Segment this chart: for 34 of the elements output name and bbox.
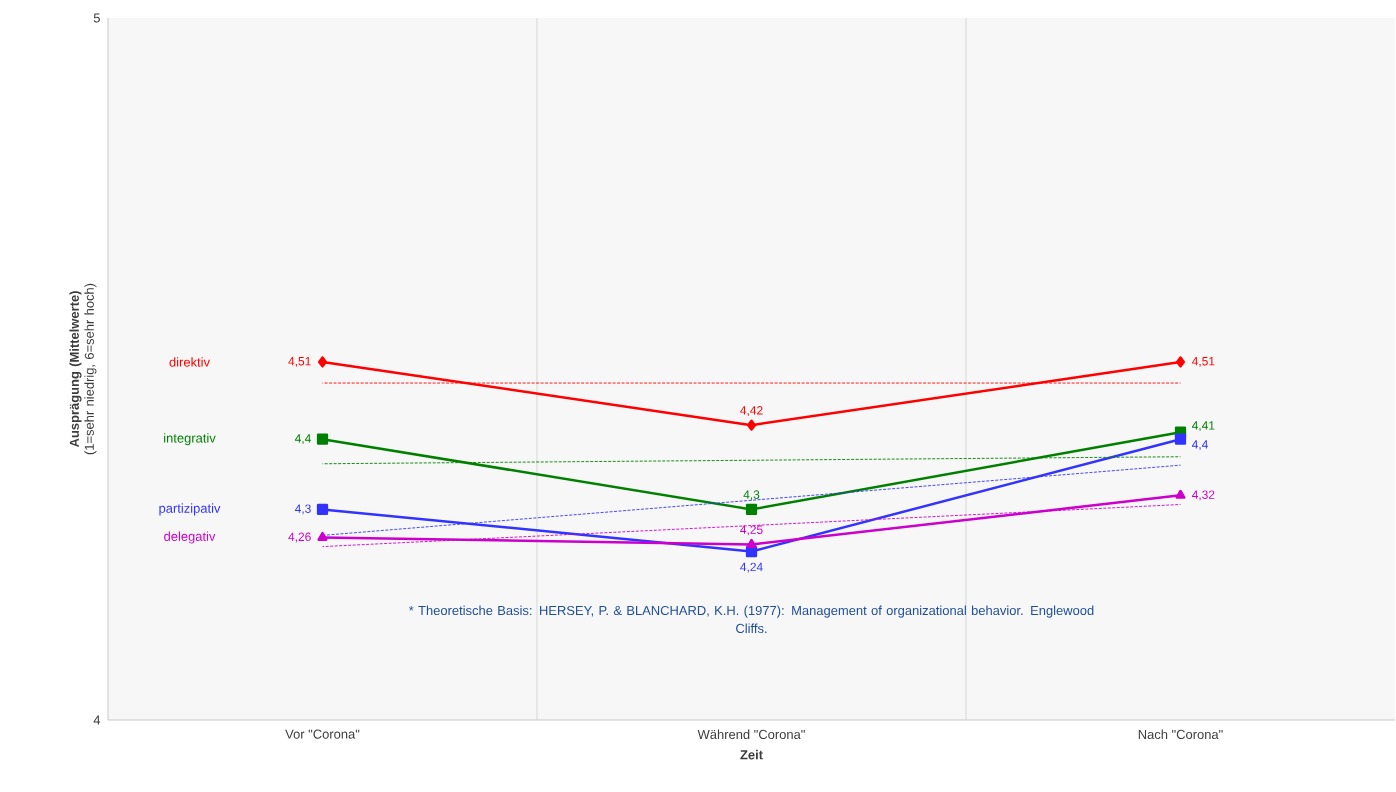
- point: [317, 531, 328, 541]
- data-label: 4,4: [294, 434, 311, 445]
- data-label: 4,26: [288, 532, 311, 543]
- data-label: 4,4: [1191, 440, 1208, 451]
- annotation: * Theoretische Basis: HERSEY, P. & BLANCHARD, K.H. (1977): Management of organizational behavior. Englewood Cliffs.: [408, 605, 1094, 634]
- point: [1175, 356, 1186, 368]
- point: [745, 503, 758, 516]
- text: direktiv: [169, 357, 210, 367]
- point: [316, 503, 329, 516]
- text: partizipativ: [159, 503, 221, 516]
- data-label: 4,25: [740, 525, 763, 536]
- point: [317, 356, 328, 368]
- point: [746, 538, 757, 548]
- data-label: 4,32: [1191, 490, 1215, 501]
- y-tick-label: 4: [93, 715, 101, 725]
- x-tick-label: Nach "Corona": [1138, 729, 1223, 740]
- data-label: 4,41: [1191, 421, 1215, 432]
- text: integrativ: [164, 433, 216, 446]
- data-label: 4,24: [740, 562, 763, 573]
- x-axis-title: Zeit: [740, 749, 763, 760]
- data-label: 4,42: [740, 406, 763, 416]
- x-tick-label: Vor "Corona": [285, 729, 360, 739]
- data-label: 4,3: [743, 490, 760, 501]
- data-label: 4,51: [288, 357, 311, 367]
- y-axis-title: Ausprägung (Mittelwerte) (1=sehr niedrig, 6=sehr hoch): [69, 283, 97, 455]
- point: [1174, 433, 1187, 445]
- point: [1175, 489, 1186, 499]
- data-label: 4,3: [294, 504, 311, 515]
- data-label: 4,51: [1191, 357, 1215, 367]
- text: delegativ: [164, 531, 216, 544]
- point: [316, 433, 329, 445]
- point: [746, 419, 757, 431]
- x-tick-label: Während "Corona": [697, 729, 805, 740]
- y-tick-label: 5: [93, 13, 100, 23]
